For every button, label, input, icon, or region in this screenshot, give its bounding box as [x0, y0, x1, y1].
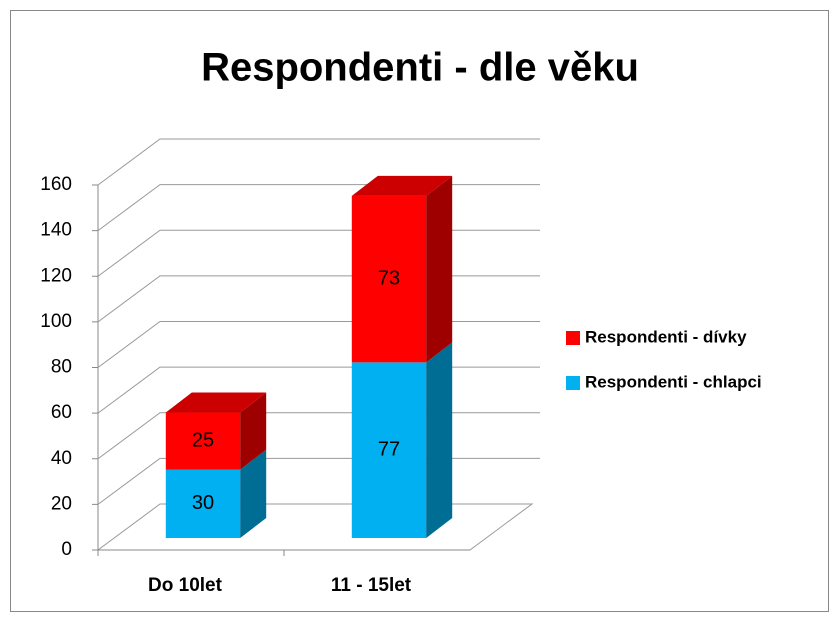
- bar-side: [426, 342, 453, 538]
- chart-title: Respondenti - dle věku: [201, 46, 639, 90]
- y-tick-label: 60: [51, 402, 72, 423]
- y-tick-label: 160: [40, 174, 72, 195]
- bar-segment: [165, 449, 267, 538]
- bar-side: [240, 449, 267, 538]
- bar-front: [351, 195, 427, 363]
- bar-side: [426, 175, 453, 363]
- value-label: 77: [378, 438, 400, 460]
- value-label: 25: [192, 429, 214, 451]
- y-tick-label: 0: [61, 539, 72, 560]
- legend-label: Respondenti - chlapci: [585, 372, 762, 391]
- value-label: 30: [192, 492, 214, 514]
- legend-label: Respondenti - dívky: [585, 327, 747, 346]
- legend-swatch: [566, 376, 580, 390]
- bar-side: [240, 392, 267, 470]
- y-tick-label: 40: [51, 448, 72, 469]
- bar-front: [351, 362, 427, 538]
- x-tick-label: Do 10let: [148, 575, 223, 596]
- bar-segment: [351, 342, 453, 538]
- x-tick-label: 11 - 15let: [331, 575, 412, 596]
- bar-top: [351, 175, 453, 196]
- bar-front: [165, 469, 241, 538]
- grid-line: [97, 138, 540, 186]
- y-tick-label: 100: [40, 311, 72, 332]
- bar-segment: [165, 392, 267, 470]
- y-tick-label: 80: [51, 357, 72, 378]
- bar-front: [165, 412, 241, 470]
- y-tick-label: 140: [40, 220, 72, 241]
- value-label: 73: [378, 267, 400, 289]
- bar-top: [165, 392, 267, 413]
- bar-segment: [351, 175, 453, 363]
- y-tick-label: 120: [40, 265, 72, 286]
- legend-swatch: [566, 331, 580, 345]
- y-tick-label: 20: [51, 493, 72, 514]
